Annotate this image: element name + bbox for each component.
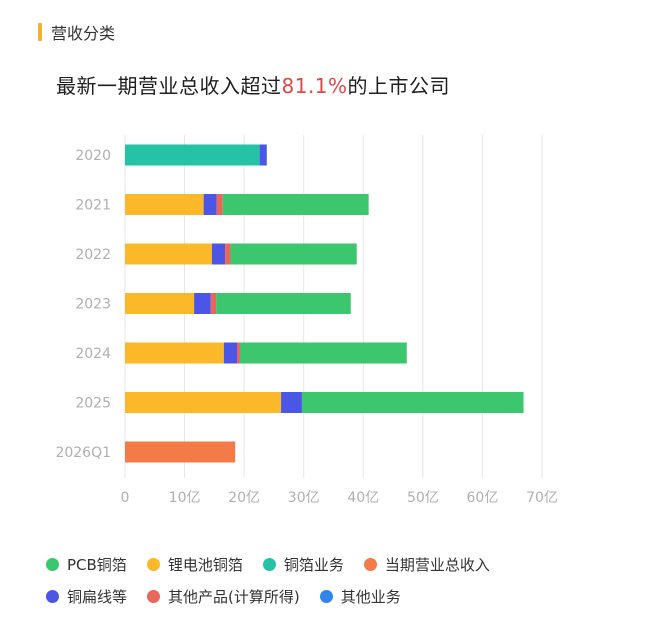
x-tick-label: 10亿 — [169, 490, 201, 506]
y-tick-label: 2022 — [75, 247, 111, 263]
legend-label: 其他产品(计算所得) — [168, 587, 300, 606]
y-tick-label: 2021 — [75, 198, 111, 214]
bar-segment — [236, 342, 240, 364]
legend-item: 当期营业总收入 — [363, 554, 490, 575]
y-tick-label: 2020 — [75, 148, 111, 164]
bar-segment — [223, 342, 237, 364]
bar-segment — [210, 293, 217, 314]
x-tick-label: 40亿 — [347, 490, 379, 506]
bar-segment — [225, 243, 231, 265]
chart-title-suffix: 的上市公司 — [347, 74, 451, 98]
chart-legend: PCB铜箔 锂电池铜箔 铜箔业务 当期营业总收入铜扁线等 其他产品(计算所得) 其他业务 — [46, 550, 626, 614]
legend-swatch — [363, 557, 377, 571]
legend-row: 铜扁线等 其他产品(计算所得) 其他业务 — [46, 582, 626, 610]
bar-segment — [259, 144, 267, 166]
legend-swatch — [46, 557, 59, 571]
bar-segment — [281, 392, 302, 413]
chart-title: 最新一期营业总收入超过81.1%的上市公司 — [56, 70, 450, 99]
stacked-bar-chart: 0 10亿 20亿 30亿 40亿 50亿 60亿 70亿 2020 2021 2022 2023 20… — [55, 135, 558, 506]
x-tick-label: 20亿 — [228, 490, 260, 506]
legend-label: 锂电池铜箔 — [167, 555, 243, 574]
x-tick-label: 30亿 — [288, 490, 320, 506]
legend-item: 其他业务 — [319, 586, 401, 607]
x-tick-label: 0 — [121, 490, 130, 506]
y-tick-label: 2025 — [75, 396, 111, 412]
bar-segment — [125, 392, 282, 413]
bar-segment — [125, 342, 224, 364]
x-tick-label: 70亿 — [526, 490, 558, 506]
legend-swatch — [262, 557, 276, 571]
y-tick-label: 2026Q1 — [55, 445, 111, 461]
bar-segment — [239, 342, 407, 364]
bar-segment — [203, 194, 217, 215]
bar-segment — [125, 441, 236, 463]
legend-label: 铜扁线等 — [67, 587, 128, 606]
legend-item: 铜扁线等 — [46, 586, 127, 607]
bar-segment — [125, 194, 204, 215]
legend-row: PCB铜箔 锂电池铜箔 铜箔业务 当期营业总收入 — [46, 550, 626, 578]
legend-swatch — [146, 557, 160, 571]
bar-segment — [222, 194, 369, 215]
bar-segment — [211, 243, 226, 265]
chart-title-prefix: 最新一期营业总收入超过 — [56, 74, 282, 98]
bar-segment — [125, 293, 195, 314]
legend-item: 锂电池铜箔 — [146, 554, 243, 575]
x-tick-label: 60亿 — [467, 490, 499, 506]
bar-segment — [125, 243, 212, 265]
bar-segment — [301, 392, 524, 413]
legend-label: 铜箔业务 — [283, 555, 344, 574]
section-accent-bar — [38, 23, 42, 41]
legend-item: 铜箔业务 — [262, 554, 344, 575]
chart-title-highlight: 81.1% — [281, 74, 348, 98]
legend-item: PCB铜箔 — [46, 554, 127, 575]
bar-segment — [194, 293, 211, 314]
y-tick-label: 2024 — [75, 346, 111, 362]
section-title: 营收分类 — [51, 24, 116, 43]
x-tick-label: 50亿 — [407, 490, 439, 506]
section-header: 营收分类 — [38, 22, 116, 43]
legend-swatch — [147, 589, 161, 603]
legend-label: PCB铜箔 — [67, 555, 127, 574]
y-tick-label: 2023 — [75, 297, 111, 313]
legend-label: 其他业务 — [340, 587, 401, 606]
legend-swatch — [46, 589, 59, 603]
legend-swatch — [319, 589, 333, 603]
bar-segment — [230, 243, 357, 265]
bar-segment — [216, 293, 351, 314]
bar-segment — [125, 144, 260, 166]
legend-item: 其他产品(计算所得) — [147, 586, 300, 607]
legend-label: 当期营业总收入 — [384, 555, 490, 574]
bar-segment — [216, 194, 223, 215]
